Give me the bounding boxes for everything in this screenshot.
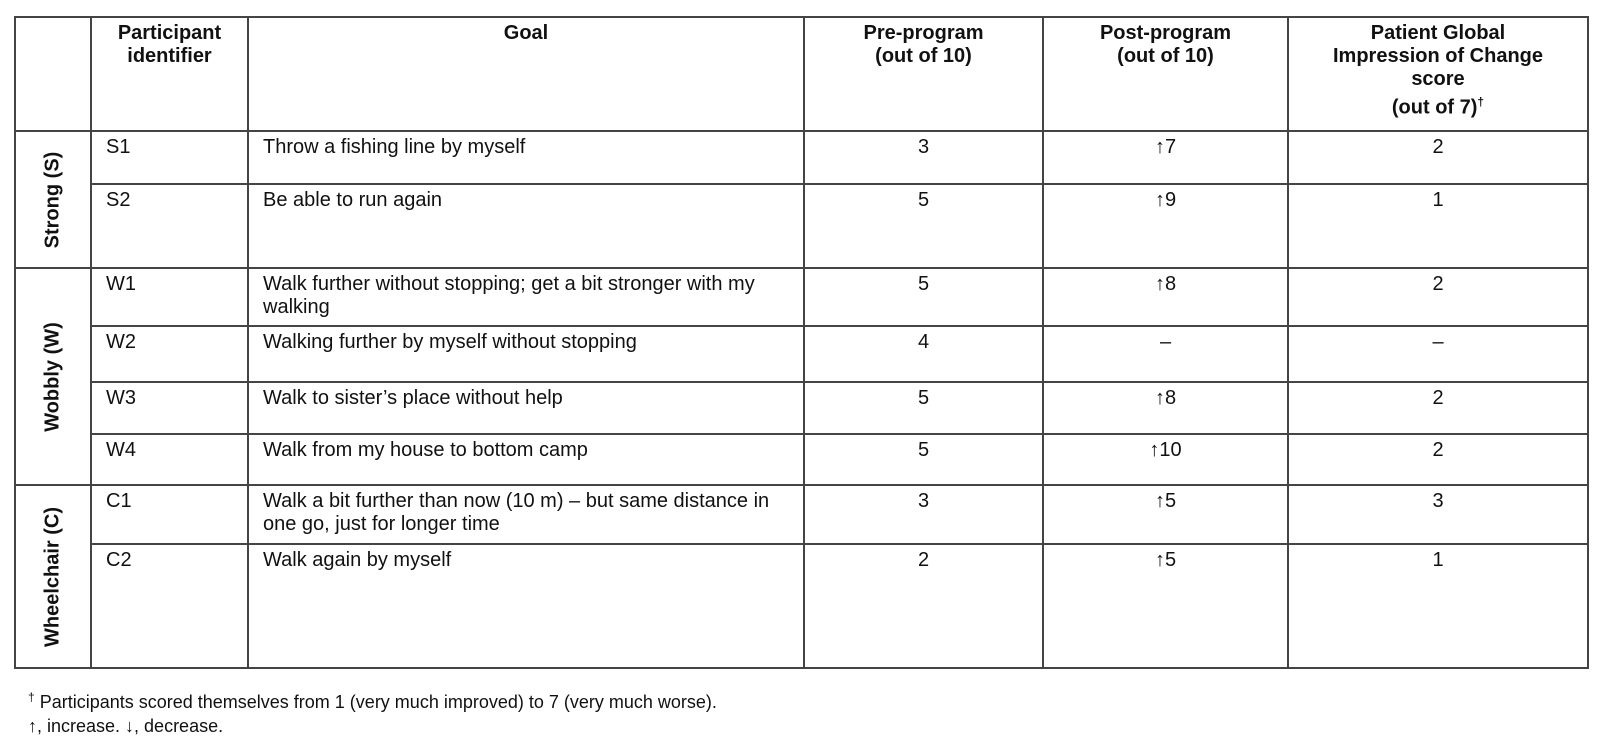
- results-table: Participant identifier Goal Pre-program (o…: [14, 16, 1589, 669]
- pre-score: 4: [803, 325, 1044, 383]
- header-row: Participant identifier Goal Pre-program (o…: [14, 16, 1589, 132]
- goal-cell: Walk to sister’s place without help: [247, 381, 805, 435]
- post-score: ↑9: [1042, 183, 1289, 269]
- pgic-score: 2: [1287, 433, 1589, 486]
- post-score: ↑8: [1042, 381, 1289, 435]
- header-participant: Participant identifier: [90, 16, 249, 132]
- pre-score: 3: [803, 130, 1044, 185]
- group-label: Wobbly (W): [41, 321, 64, 432]
- participant-id: W4: [90, 433, 249, 486]
- table-row: Wheelchair (C) C1 Walk a bit further than …: [14, 484, 1589, 669]
- goal-cell: Walk from my house to bottom camp: [247, 433, 805, 486]
- header-text: (out of 10): [1117, 45, 1214, 67]
- post-score: ↑5: [1042, 543, 1289, 669]
- header-goal: Goal: [247, 16, 805, 132]
- pre-score: 2: [803, 543, 1044, 669]
- post-score: –: [1042, 325, 1289, 383]
- goal-cell: Throw a fishing line by myself: [247, 130, 805, 185]
- post-score: ↑8: [1042, 267, 1289, 327]
- pgic-score: 3: [1287, 484, 1589, 545]
- table-row: W2 Walking further by myself without stop…: [15, 325, 1589, 383]
- header-text: Participant: [117, 22, 222, 44]
- post-score: ↑5: [1042, 484, 1289, 545]
- header-text: identifier: [127, 45, 212, 67]
- header-pre: Pre-program (out of 10): [803, 16, 1044, 132]
- group-label: Strong (S): [41, 151, 64, 248]
- pre-score: 5: [803, 381, 1044, 435]
- header-text: Patient Global: [1370, 22, 1506, 44]
- table-row: S2 Be able to run again 5 ↑9 1: [15, 183, 1589, 269]
- header-pgic: Patient Global Impression of Change score (…: [1287, 16, 1589, 132]
- group-cell: Strong (S): [14, 130, 92, 269]
- pre-score: 5: [803, 433, 1044, 486]
- footnote-dagger: † Participants scored themselves from 1 …: [28, 690, 717, 713]
- table-row: W3 Walk to sister’s place without help 5 ↑8…: [15, 381, 1589, 435]
- participant-id: C2: [90, 543, 249, 669]
- header-text: (out of 7): [1391, 96, 1478, 119]
- pgic-score: 1: [1287, 183, 1589, 269]
- pgic-score: –: [1287, 325, 1589, 383]
- pre-score: 5: [803, 183, 1044, 269]
- header-post: Post-program (out of 10): [1042, 16, 1289, 132]
- header-group: [14, 16, 92, 132]
- participant-id: S1: [90, 130, 249, 185]
- table-row: Wobbly (W) W1 Walk further without stoppin…: [14, 267, 1589, 486]
- group-cell: Wheelchair (C): [14, 484, 92, 669]
- footnote-arrows: ↑, increase. ↓, decrease.: [28, 716, 224, 736]
- dagger-mark: †: [28, 690, 35, 704]
- goal-cell: Walk again by myself: [247, 543, 805, 669]
- goal-cell: Walk further without stopping; get a bit…: [247, 267, 805, 327]
- goal-cell: Walk a bit further than now (10 m) – but…: [247, 484, 805, 545]
- goal-cell: Be able to run again: [247, 183, 805, 269]
- header-text: score: [1411, 68, 1465, 90]
- participant-id: W1: [90, 267, 249, 327]
- table-row: W4 Walk from my house to bottom camp 5 ↑10 2: [15, 433, 1589, 486]
- footnote-text: Participants scored themselves from 1 (v…: [34, 692, 717, 712]
- goal-cell: Walking further by myself without stoppi…: [247, 325, 805, 383]
- pre-score: 5: [803, 267, 1044, 327]
- pgic-score: 2: [1287, 130, 1589, 185]
- dagger-mark: †: [1477, 95, 1485, 109]
- pgic-score: 1: [1287, 543, 1589, 669]
- participant-id: C1: [90, 484, 249, 545]
- header-text: Pre-program: [863, 22, 984, 44]
- participant-id: W2: [90, 325, 249, 383]
- participant-id: W3: [90, 381, 249, 435]
- pgic-score: 2: [1287, 381, 1589, 435]
- header-text: Impression of Change: [1332, 45, 1544, 67]
- header-text: Post-program: [1099, 22, 1232, 44]
- table-row: C2 Walk again by myself 2 ↑5 1: [15, 543, 1589, 669]
- post-score: ↑7: [1042, 130, 1289, 185]
- group-label: Wheelchair (C): [41, 506, 64, 647]
- participant-id: S2: [90, 183, 249, 269]
- table-row: Strong (S) S1 Throw a fishing line by myse…: [14, 130, 1589, 269]
- header-text: (out of 10): [875, 45, 972, 67]
- post-score: ↑10: [1042, 433, 1289, 486]
- group-cell: Wobbly (W): [14, 267, 92, 486]
- pgic-score: 2: [1287, 267, 1589, 327]
- pre-score: 3: [803, 484, 1044, 545]
